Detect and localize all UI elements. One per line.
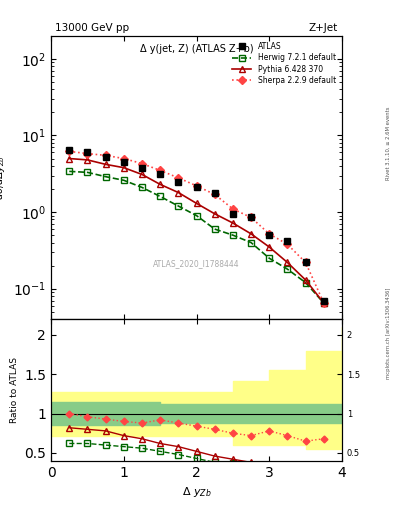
Herwig 7.2.1 default: [103, 174, 108, 180]
Herwig 7.2.1 default: [121, 177, 126, 183]
Pythia 6.428 370: [176, 189, 181, 196]
ATLAS: [249, 215, 253, 221]
Pythia 6.428 370: [121, 164, 126, 170]
Pythia 6.428 370: [249, 231, 253, 237]
Text: Rivet 3.1.10, ≥ 2.6M events: Rivet 3.1.10, ≥ 2.6M events: [386, 106, 391, 180]
Y-axis label: Ratio to ATLAS: Ratio to ATLAS: [10, 357, 19, 423]
Line: ATLAS: ATLAS: [66, 146, 327, 304]
Sherpa 2.2.9 default: [103, 152, 108, 158]
Herwig 7.2.1 default: [176, 203, 181, 209]
Sherpa 2.2.9 default: [194, 183, 199, 189]
Pythia 6.428 370: [194, 200, 199, 206]
Sherpa 2.2.9 default: [267, 231, 272, 237]
Pythia 6.428 370: [303, 277, 308, 283]
ATLAS: [103, 154, 108, 160]
Pythia 6.428 370: [140, 172, 144, 178]
Sherpa 2.2.9 default: [67, 148, 72, 155]
Herwig 7.2.1 default: [85, 169, 90, 176]
Line: Pythia 6.428 370: Pythia 6.428 370: [66, 155, 327, 307]
Line: Sherpa 2.2.9 default: Sherpa 2.2.9 default: [66, 148, 327, 306]
Sherpa 2.2.9 default: [212, 191, 217, 198]
Sherpa 2.2.9 default: [121, 156, 126, 162]
ATLAS: [231, 211, 235, 217]
Herwig 7.2.1 default: [285, 266, 290, 272]
ATLAS: [140, 164, 144, 170]
Pythia 6.428 370: [285, 260, 290, 266]
ATLAS: [194, 184, 199, 190]
Herwig 7.2.1 default: [321, 300, 326, 306]
ATLAS: [303, 260, 308, 266]
Sherpa 2.2.9 default: [85, 151, 90, 157]
X-axis label: $\Delta\ y_{Zb}$: $\Delta\ y_{Zb}$: [182, 485, 211, 499]
ATLAS: [158, 172, 163, 178]
Herwig 7.2.1 default: [249, 240, 253, 246]
Herwig 7.2.1 default: [194, 212, 199, 219]
ATLAS: [321, 297, 326, 304]
Y-axis label: $d\sigma/d\Delta y_{Zb}$: $d\sigma/d\Delta y_{Zb}$: [0, 155, 7, 200]
Text: Z+Jet: Z+Jet: [309, 23, 338, 33]
Sherpa 2.2.9 default: [140, 160, 144, 166]
Text: 13000 GeV pp: 13000 GeV pp: [55, 23, 129, 33]
Pythia 6.428 370: [321, 300, 326, 306]
ATLAS: [121, 159, 126, 165]
Herwig 7.2.1 default: [303, 280, 308, 286]
Text: mcplots.cern.ch [arXiv:1306.3436]: mcplots.cern.ch [arXiv:1306.3436]: [386, 287, 391, 378]
Legend: ATLAS, Herwig 7.2.1 default, Pythia 6.428 370, Sherpa 2.2.9 default: ATLAS, Herwig 7.2.1 default, Pythia 6.42…: [230, 39, 338, 87]
Pythia 6.428 370: [103, 161, 108, 167]
Sherpa 2.2.9 default: [231, 206, 235, 212]
ATLAS: [212, 189, 217, 196]
Sherpa 2.2.9 default: [176, 175, 181, 181]
Sherpa 2.2.9 default: [321, 300, 326, 306]
Herwig 7.2.1 default: [140, 184, 144, 190]
Sherpa 2.2.9 default: [303, 260, 308, 266]
ATLAS: [176, 179, 181, 185]
Text: ATLAS_2020_I1788444: ATLAS_2020_I1788444: [153, 259, 240, 268]
Pythia 6.428 370: [67, 156, 72, 162]
Herwig 7.2.1 default: [212, 226, 217, 232]
Pythia 6.428 370: [212, 211, 217, 217]
ATLAS: [85, 150, 90, 156]
Sherpa 2.2.9 default: [285, 241, 290, 247]
Herwig 7.2.1 default: [67, 168, 72, 175]
Text: Δ y(jet, Z) (ATLAS Z+b): Δ y(jet, Z) (ATLAS Z+b): [140, 45, 253, 54]
ATLAS: [267, 232, 272, 238]
Sherpa 2.2.9 default: [249, 215, 253, 221]
ATLAS: [67, 147, 72, 153]
Pythia 6.428 370: [267, 244, 272, 250]
ATLAS: [285, 238, 290, 244]
Pythia 6.428 370: [158, 181, 163, 187]
Herwig 7.2.1 default: [231, 232, 235, 238]
Line: Herwig 7.2.1 default: Herwig 7.2.1 default: [66, 168, 327, 307]
Pythia 6.428 370: [231, 220, 235, 226]
Pythia 6.428 370: [85, 157, 90, 163]
Herwig 7.2.1 default: [267, 255, 272, 261]
Herwig 7.2.1 default: [158, 194, 163, 200]
Sherpa 2.2.9 default: [158, 167, 163, 174]
